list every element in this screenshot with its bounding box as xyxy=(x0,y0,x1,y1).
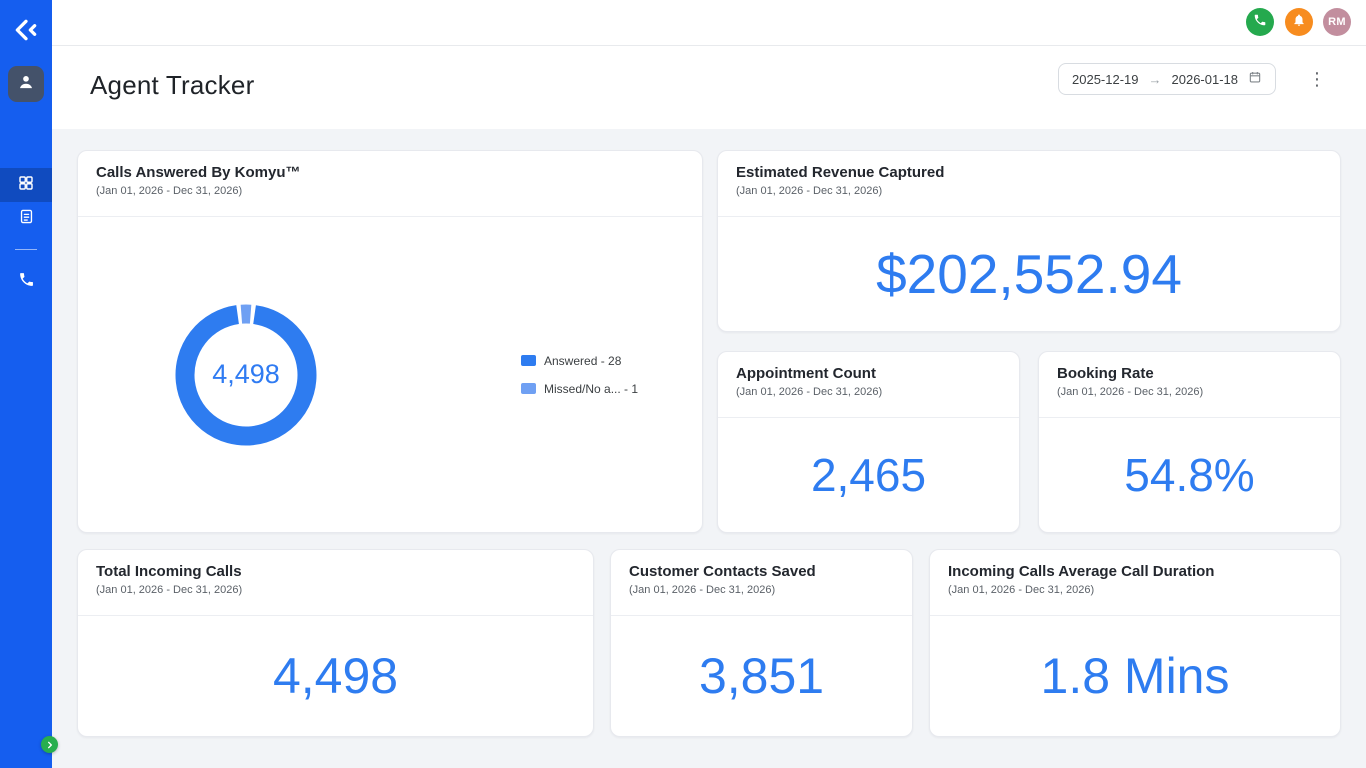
arrow-right-icon: → xyxy=(1148,71,1162,87)
card-header: Calls Answered By Komyu™ (Jan 01, 2026 -… xyxy=(78,151,702,217)
sidebar-item-agent[interactable] xyxy=(8,66,44,102)
card-title: Calls Answered By Komyu™ xyxy=(96,164,301,181)
metric-value: 4,498 xyxy=(272,648,399,704)
sidebar-expand-button[interactable] xyxy=(41,736,58,753)
card-title: Estimated Revenue Captured xyxy=(736,164,945,181)
chart-legend: Answered - 28 Missed/No a... - 1 xyxy=(521,354,638,396)
notifications-button[interactable] xyxy=(1285,8,1313,36)
card-booking-rate: Booking Rate (Jan 01, 2026 - Dec 31, 202… xyxy=(1038,351,1341,533)
metric-value: 54.8% xyxy=(1124,449,1255,501)
calendar-icon xyxy=(1248,70,1262,89)
card-total-incoming-calls: Total Incoming Calls (Jan 01, 2026 - Dec… xyxy=(77,549,594,737)
card-estimated-revenue: Estimated Revenue Captured (Jan 01, 2026… xyxy=(717,150,1341,332)
card-calls-answered: Calls Answered By Komyu™ (Jan 01, 2026 -… xyxy=(77,150,703,533)
card-subtitle: (Jan 01, 2026 - Dec 31, 2026) xyxy=(1057,386,1204,398)
card-header: Customer Contacts Saved (Jan 01, 2026 - … xyxy=(611,550,912,616)
sidebar xyxy=(0,0,58,768)
legend-label: Answered - 28 xyxy=(544,353,622,368)
card-subtitle: (Jan 01, 2026 - Dec 31, 2026) xyxy=(736,185,883,197)
card-body: 4,498 xyxy=(78,616,593,736)
card-body: 2,465 xyxy=(718,418,1019,532)
card-subtitle: (Jan 01, 2026 - Dec 31, 2026) xyxy=(736,386,883,398)
card-subtitle: (Jan 01, 2026 - Dec 31, 2026) xyxy=(96,185,243,197)
legend-swatch xyxy=(521,383,536,394)
page-title: Agent Tracker xyxy=(90,70,255,100)
card-header: Total Incoming Calls (Jan 01, 2026 - Dec… xyxy=(78,550,593,616)
card-title: Customer Contacts Saved xyxy=(629,563,816,580)
card-title: Booking Rate xyxy=(1057,365,1154,382)
legend-label: Missed/No a... - 1 xyxy=(544,381,639,396)
card-header: Appointment Count (Jan 01, 2026 - Dec 31… xyxy=(718,352,1019,418)
phone-icon xyxy=(1253,13,1267,32)
card-body: 3,851 xyxy=(611,616,912,736)
card-title: Appointment Count xyxy=(736,365,876,382)
legend-swatch xyxy=(521,355,536,366)
user-avatar[interactable]: RM xyxy=(1323,8,1351,36)
legend-item-answered: Answered - 28 xyxy=(521,354,638,368)
date-start: 2025-12-19 xyxy=(1072,71,1139,87)
sidebar-item-forms[interactable] xyxy=(0,202,52,236)
agent-icon xyxy=(16,72,36,97)
card-header: Booking Rate (Jan 01, 2026 - Dec 31, 202… xyxy=(1039,352,1340,418)
card-customer-contacts-saved: Customer Contacts Saved (Jan 01, 2026 - … xyxy=(610,549,913,737)
card-subtitle: (Jan 01, 2026 - Dec 31, 2026) xyxy=(948,584,1095,596)
metric-value: 3,851 xyxy=(698,648,825,704)
card-body: 54.8% xyxy=(1039,418,1340,532)
topbar: RM xyxy=(52,0,1366,46)
metric-value: 2,465 xyxy=(810,449,927,501)
avatar-initials: RM xyxy=(1328,16,1346,28)
sidebar-item-dashboard[interactable] xyxy=(0,168,52,202)
phone-icon xyxy=(18,271,35,293)
date-end: 2026-01-18 xyxy=(1171,71,1239,87)
bell-icon xyxy=(1292,13,1306,32)
sidebar-item-phone[interactable] xyxy=(0,265,52,299)
card-body: $202,552.94 xyxy=(718,217,1340,331)
legend-item-missed: Missed/No a... - 1 xyxy=(521,382,638,396)
metric-value: $202,552.94 xyxy=(876,242,1182,305)
donut-chart-wrap: 4,498 xyxy=(171,300,321,450)
metric-value: 1.8 Mins xyxy=(1040,648,1230,704)
card-body: 1.8 Mins xyxy=(930,616,1340,736)
page-header: Agent Tracker 2025-12-19 → 2026-01-18 ⋮ xyxy=(52,46,1366,129)
forms-icon xyxy=(18,208,35,230)
donut-chart xyxy=(175,304,317,445)
call-status-button[interactable] xyxy=(1246,8,1274,36)
card-subtitle: (Jan 01, 2026 - Dec 31, 2026) xyxy=(96,584,243,596)
dashboard-grid-icon xyxy=(17,174,35,197)
donut-center-value: 4,498 xyxy=(212,359,280,389)
komyu-logo-icon xyxy=(12,16,40,44)
date-range-picker[interactable]: 2025-12-19 → 2026-01-18 xyxy=(1058,63,1276,95)
more-options-button[interactable]: ⋮ xyxy=(1308,68,1326,89)
card-title: Total Incoming Calls xyxy=(96,563,242,580)
card-body: 4,498 Answered - 28 Missed/No a... - 1 xyxy=(78,217,702,532)
card-header: Incoming Calls Average Call Duration (Ja… xyxy=(930,550,1340,616)
card-appointment-count: Appointment Count (Jan 01, 2026 - Dec 31… xyxy=(717,351,1020,533)
card-avg-call-duration: Incoming Calls Average Call Duration (Ja… xyxy=(929,549,1341,737)
sidebar-divider xyxy=(15,249,37,250)
card-title: Incoming Calls Average Call Duration xyxy=(948,563,1215,580)
card-subtitle: (Jan 01, 2026 - Dec 31, 2026) xyxy=(629,584,776,596)
card-header: Estimated Revenue Captured (Jan 01, 2026… xyxy=(718,151,1340,217)
chevron-right-icon xyxy=(46,736,54,754)
